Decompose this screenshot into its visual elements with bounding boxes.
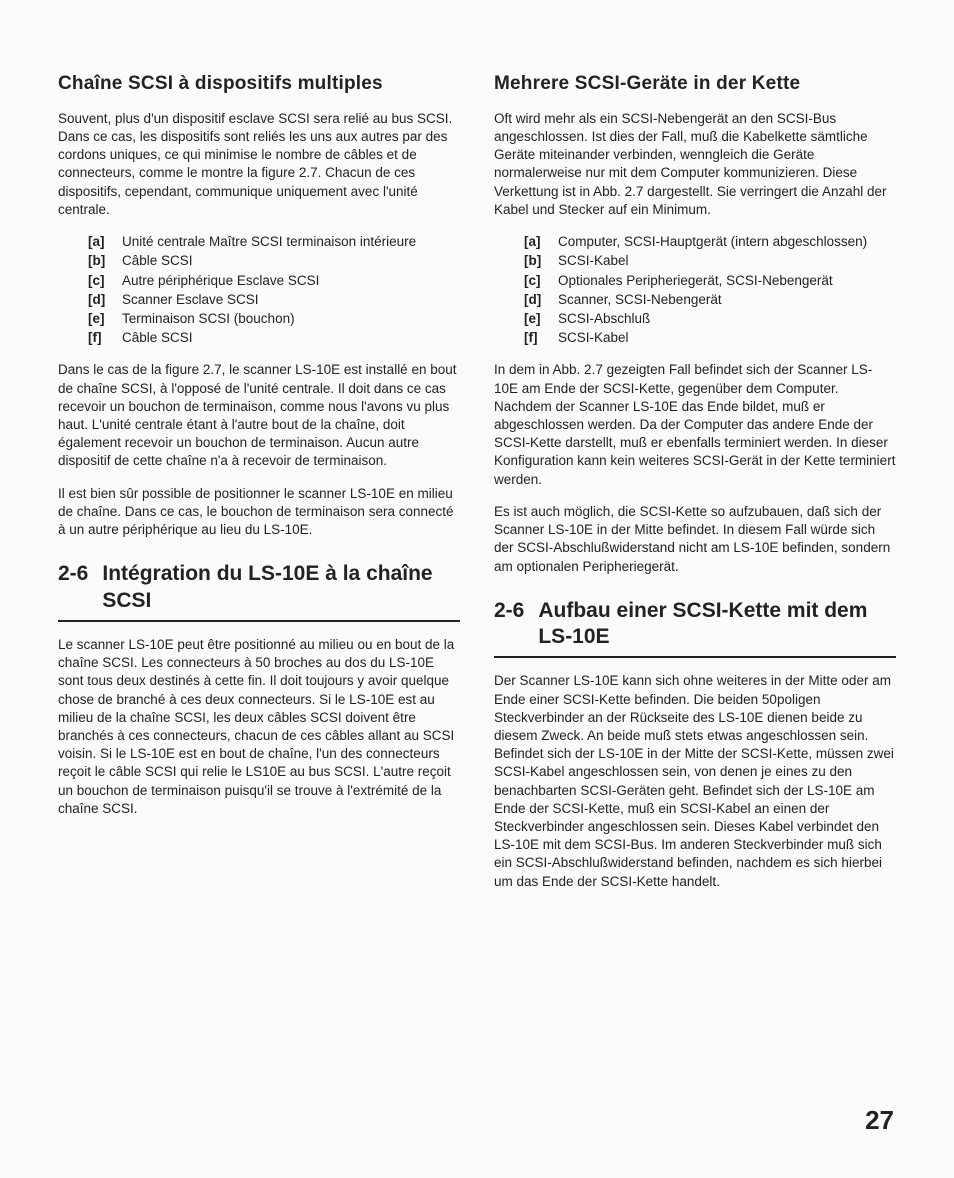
right-para-2: In dem in Abb. 2.7 gezeigten Fall befind… xyxy=(494,361,896,489)
list-item: [d] Scanner, SCSI-Nebengerät xyxy=(524,291,896,309)
list-key: [c] xyxy=(524,272,558,290)
list-key: [e] xyxy=(524,310,558,328)
document-page: Chaîne SCSI à dispositifs multiples Souv… xyxy=(0,0,954,1178)
list-text: SCSI-Kabel xyxy=(558,252,896,270)
right-para-3: Es ist auch möglich, die SCSI-Kette so a… xyxy=(494,503,896,576)
right-heading-2: 2-6 Aufbau einer SCSI-Kette mit dem LS-1… xyxy=(494,598,896,651)
list-item: [c] Optionales Peripheriegerät, SCSI-Neb… xyxy=(524,272,896,290)
right-heading-1: Mehrere SCSI-Geräte in der Kette xyxy=(494,72,896,96)
right-column: Mehrere SCSI-Geräte in der Kette Oft wir… xyxy=(494,72,896,905)
heading-number: 2-6 xyxy=(58,561,88,587)
heading-title: Intégration du LS-10E à la chaîne SCSI xyxy=(102,561,460,614)
right-para-1: Oft wird mehr als ein SCSI-Nebengerät an… xyxy=(494,110,896,219)
list-item: [b] SCSI-Kabel xyxy=(524,252,896,270)
list-text: Computer, SCSI-Hauptgerät (intern abgesc… xyxy=(558,233,896,251)
heading-rule xyxy=(494,656,896,658)
left-para-2: Dans le cas de la figure 2.7, le scanner… xyxy=(58,361,460,470)
list-item: [a] Computer, SCSI-Hauptgerät (intern ab… xyxy=(524,233,896,251)
list-key: [a] xyxy=(524,233,558,251)
list-key: [b] xyxy=(88,252,122,270)
right-list-1: [a] Computer, SCSI-Hauptgerät (intern ab… xyxy=(494,233,896,347)
list-item: [a] Unité centrale Maître SCSI terminais… xyxy=(88,233,460,251)
left-heading-1: Chaîne SCSI à dispositifs multiples xyxy=(58,72,460,96)
heading-title: Aufbau einer SCSI-Kette mit dem LS-10E xyxy=(538,598,896,651)
two-column-layout: Chaîne SCSI à dispositifs multiples Souv… xyxy=(58,72,896,905)
list-text: SCSI-Kabel xyxy=(558,329,896,347)
list-key: [d] xyxy=(88,291,122,309)
list-key: [c] xyxy=(88,272,122,290)
list-text: Câble SCSI xyxy=(122,252,460,270)
list-key: [d] xyxy=(524,291,558,309)
list-key: [f] xyxy=(524,329,558,347)
right-para-4: Der Scanner LS-10E kann sich ohne weiter… xyxy=(494,672,896,891)
list-text: Unité centrale Maître SCSI terminaison i… xyxy=(122,233,460,251)
list-text: Scanner Esclave SCSI xyxy=(122,291,460,309)
list-item: [f] SCSI-Kabel xyxy=(524,329,896,347)
heading-number: 2-6 xyxy=(494,598,524,624)
page-number: 27 xyxy=(865,1105,894,1136)
list-item: [e] SCSI-Abschluß xyxy=(524,310,896,328)
list-text: Optionales Peripheriegerät, SCSI-Nebenge… xyxy=(558,272,896,290)
list-item: [c] Autre périphérique Esclave SCSI xyxy=(88,272,460,290)
list-key: [a] xyxy=(88,233,122,251)
list-text: Autre périphérique Esclave SCSI xyxy=(122,272,460,290)
list-item: [d] Scanner Esclave SCSI xyxy=(88,291,460,309)
list-key: [f] xyxy=(88,329,122,347)
list-item: [e] Terminaison SCSI (bouchon) xyxy=(88,310,460,328)
left-para-4: Le scanner LS-10E peut être positionné a… xyxy=(58,636,460,818)
list-text: Terminaison SCSI (bouchon) xyxy=(122,310,460,328)
list-key: [e] xyxy=(88,310,122,328)
list-text: Scanner, SCSI-Nebengerät xyxy=(558,291,896,309)
left-list-1: [a] Unité centrale Maître SCSI terminais… xyxy=(58,233,460,347)
left-heading-2: 2-6 Intégration du LS-10E à la chaîne SC… xyxy=(58,561,460,614)
list-item: [b] Câble SCSI xyxy=(88,252,460,270)
list-key: [b] xyxy=(524,252,558,270)
list-item: [f] Câble SCSI xyxy=(88,329,460,347)
list-text: Câble SCSI xyxy=(122,329,460,347)
left-column: Chaîne SCSI à dispositifs multiples Souv… xyxy=(58,72,460,905)
left-para-3: Il est bien sûr possible de positionner … xyxy=(58,485,460,540)
heading-rule xyxy=(58,620,460,622)
left-para-1: Souvent, plus d'un dispositif esclave SC… xyxy=(58,110,460,219)
list-text: SCSI-Abschluß xyxy=(558,310,896,328)
